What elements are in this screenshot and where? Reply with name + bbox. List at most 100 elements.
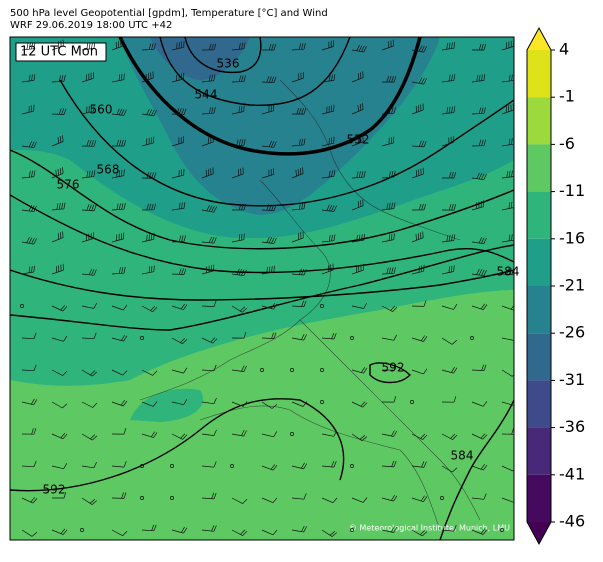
wind-barb xyxy=(21,170,36,179)
calm-marker xyxy=(140,496,144,500)
wind-barb xyxy=(201,264,215,275)
calm-marker xyxy=(410,400,414,404)
colorbar-tick-label: -41 xyxy=(559,464,585,483)
wind-barb xyxy=(501,40,514,51)
wind-barb xyxy=(441,41,456,51)
wind-barb xyxy=(141,233,155,243)
wind-barb xyxy=(141,172,157,179)
wind-barb xyxy=(411,231,424,243)
wind-barb xyxy=(321,430,338,437)
wind-barb xyxy=(21,265,35,275)
wind-barb xyxy=(351,263,364,275)
wind-barb xyxy=(321,74,336,83)
wind-barb xyxy=(321,136,335,147)
wind-barb xyxy=(81,461,97,469)
wind-barb xyxy=(81,42,96,51)
wind-barb xyxy=(141,431,158,438)
wind-barb xyxy=(411,300,427,307)
wind-barb xyxy=(501,201,514,211)
wind-barb xyxy=(501,428,514,435)
wind-barb xyxy=(471,463,488,471)
wind-barb xyxy=(81,268,97,276)
wind-barb xyxy=(291,231,304,243)
wind-barb xyxy=(81,232,94,243)
wind-barb xyxy=(291,202,306,211)
wind-barb xyxy=(81,139,97,147)
wind-barb xyxy=(81,369,98,377)
wind-barb xyxy=(381,430,398,437)
wind-barb xyxy=(501,304,514,311)
wind-barb xyxy=(201,107,216,115)
colorbar-tick-label: -21 xyxy=(559,276,585,295)
wind-barb xyxy=(471,364,487,371)
colorbar-band xyxy=(527,286,551,334)
wind-barb xyxy=(201,337,218,344)
wind-barb xyxy=(381,395,397,403)
wind-barb xyxy=(261,529,278,536)
wind-barb xyxy=(501,465,514,472)
wind-barb xyxy=(21,104,35,115)
wind-barb xyxy=(21,141,37,148)
wind-barb xyxy=(171,526,188,534)
wind-barb xyxy=(291,268,307,276)
wind-barb xyxy=(351,45,367,53)
wind-barb xyxy=(411,495,428,503)
wind-barb xyxy=(471,200,484,211)
wind-barb xyxy=(261,431,278,438)
wind-barb xyxy=(171,235,186,243)
wind-barb xyxy=(141,203,157,211)
wind-barb xyxy=(141,43,156,51)
wind-barb xyxy=(171,136,184,147)
wind-barb xyxy=(321,234,336,243)
contour-label: 544 xyxy=(195,88,218,102)
wind-barb xyxy=(411,433,428,440)
wind-barb xyxy=(471,401,488,407)
wind-barb xyxy=(441,396,457,403)
wind-barbs xyxy=(20,39,514,537)
wind-barb xyxy=(471,237,487,245)
calm-marker xyxy=(350,464,354,468)
wind-barb xyxy=(351,199,364,211)
wind-barb xyxy=(321,497,338,504)
wind-barb xyxy=(201,300,217,307)
wind-barb xyxy=(291,107,307,115)
wind-barb xyxy=(501,103,514,115)
wind-barb xyxy=(351,103,364,115)
contour-label: 552 xyxy=(347,133,370,147)
wind-barb xyxy=(381,305,398,312)
wind-barb xyxy=(111,335,128,342)
contour-label: 584 xyxy=(497,265,520,279)
wind-barb xyxy=(261,497,278,504)
wind-barb xyxy=(141,136,155,147)
wind-barb xyxy=(51,335,68,342)
wind-barb xyxy=(111,369,128,376)
wind-barb xyxy=(231,203,247,211)
colorbar-under xyxy=(527,522,551,544)
wind-barb xyxy=(141,524,157,532)
wind-barb xyxy=(51,305,68,312)
wind-barb xyxy=(501,268,514,276)
wind-barb xyxy=(501,234,514,243)
wind-barb xyxy=(21,205,37,212)
wind-barb xyxy=(381,526,398,533)
wind-barb xyxy=(21,398,38,406)
wind-barb xyxy=(411,264,425,275)
wind-barb xyxy=(321,332,337,340)
wind-barb xyxy=(321,170,336,179)
wind-barb xyxy=(351,135,364,147)
wind-barb xyxy=(441,234,456,243)
calm-marker xyxy=(350,336,354,340)
wind-barb xyxy=(411,167,424,179)
wind-barb xyxy=(471,433,488,440)
wind-barb xyxy=(51,528,68,535)
wind-barb xyxy=(201,429,217,436)
calm-marker xyxy=(470,336,474,340)
wind-barb xyxy=(441,337,458,345)
wind-barb xyxy=(472,43,487,51)
wind-barb xyxy=(291,300,307,307)
map-frame xyxy=(9,36,515,541)
wind-barb xyxy=(231,429,247,437)
wind-barb xyxy=(351,433,368,441)
wind-barb xyxy=(321,529,338,537)
